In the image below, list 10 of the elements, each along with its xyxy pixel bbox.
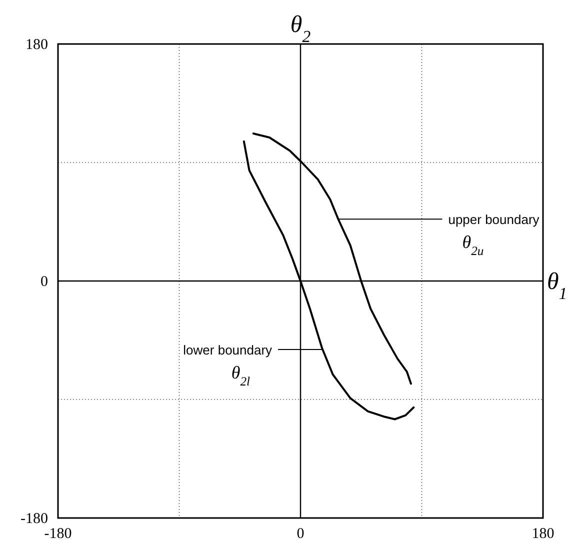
y-tick-label: -180 (20, 511, 48, 527)
y-axis-title: θ$_{2}$ (290, 12, 312, 46)
x-axis-title: θ$_{1}$ (547, 269, 568, 302)
annotation: upper boundary θ$_{2u}$ (448, 212, 540, 258)
x-tick-label: 180 (532, 526, 554, 542)
x-tick-label: -180 (44, 526, 72, 542)
y-tick-label: 180 (26, 37, 48, 53)
y-tick-label: 0 (40, 274, 48, 290)
annotation: lower boundary θ$_{2l}$ (183, 342, 273, 388)
x-tick-label: 0 (296, 526, 304, 542)
